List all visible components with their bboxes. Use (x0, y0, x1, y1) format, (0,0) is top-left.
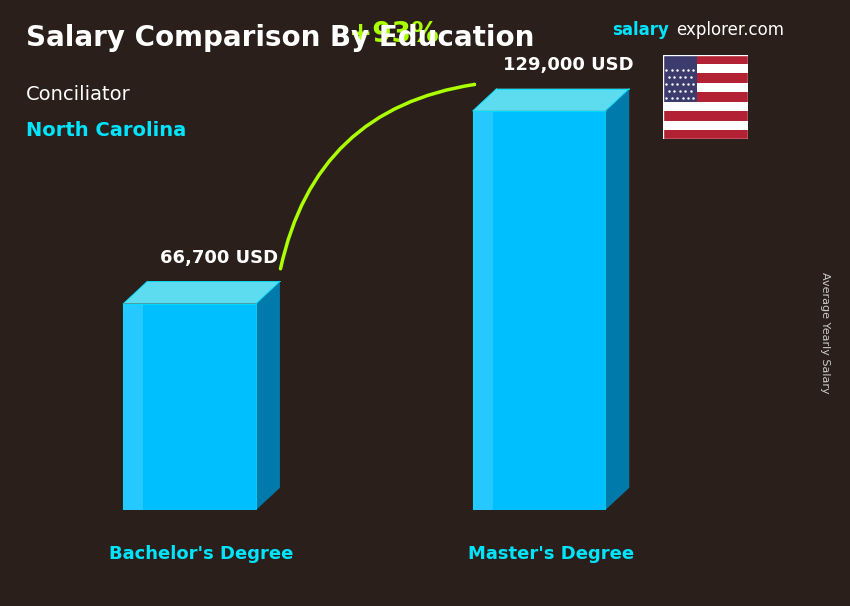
Bar (663, 83, 748, 92)
Text: +93%: +93% (348, 20, 439, 48)
Text: 129,000 USD: 129,000 USD (503, 56, 634, 74)
Polygon shape (123, 281, 280, 304)
Bar (663, 92, 748, 102)
Polygon shape (256, 281, 280, 510)
Polygon shape (473, 111, 605, 510)
Text: North Carolina: North Carolina (26, 121, 186, 140)
Text: Bachelor's Degree: Bachelor's Degree (110, 545, 294, 563)
Text: Master's Degree: Master's Degree (468, 545, 634, 563)
Text: Conciliator: Conciliator (26, 85, 130, 104)
Text: Average Yearly Salary: Average Yearly Salary (819, 273, 830, 394)
Polygon shape (473, 88, 629, 111)
Bar (663, 130, 748, 139)
FancyArrowPatch shape (280, 84, 474, 269)
Bar (663, 73, 748, 83)
Polygon shape (605, 88, 629, 510)
Polygon shape (123, 304, 256, 510)
Bar (663, 111, 748, 121)
Bar (663, 55, 748, 64)
Polygon shape (473, 111, 492, 510)
Text: salary: salary (612, 21, 669, 39)
Text: 66,700 USD: 66,700 USD (160, 248, 278, 267)
Polygon shape (123, 304, 143, 510)
Bar (663, 55, 697, 102)
Bar (663, 121, 748, 130)
Bar (663, 64, 748, 73)
Bar (663, 102, 748, 111)
Text: explorer.com: explorer.com (676, 21, 784, 39)
Text: Salary Comparison By Education: Salary Comparison By Education (26, 24, 534, 52)
